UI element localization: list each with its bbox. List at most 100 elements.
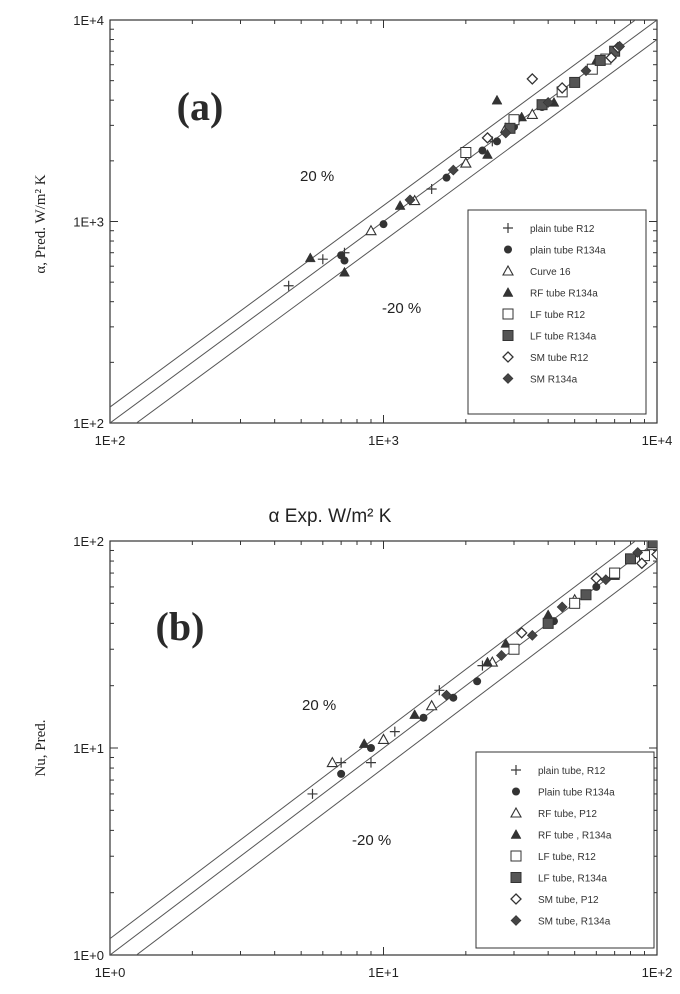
data-points [307, 541, 657, 799]
x-tick-label: 1E+1 [368, 965, 399, 980]
data-point [377, 733, 390, 744]
legend-entry: LF tube, R12 [538, 852, 596, 863]
legend-box [475, 751, 655, 949]
legend-marker [504, 245, 512, 254]
y-tick-label: 1E+3 [73, 215, 104, 230]
data-point [394, 200, 406, 210]
reference-label-minus-20: -20 % [352, 832, 391, 849]
data-point [482, 148, 493, 159]
data-point [482, 656, 493, 667]
legend-entry: SM tube, P12 [538, 895, 599, 906]
x-tick-label: 1E+4 [642, 433, 673, 448]
data-point [358, 738, 370, 748]
reference-label-plus-20: 20 % [300, 168, 334, 185]
data-point [307, 788, 318, 799]
reference-label-minus-20: -20 % [382, 300, 421, 317]
legend-entry: Curve 16 [530, 267, 571, 278]
data-point [365, 224, 377, 236]
data-point [336, 757, 347, 768]
data-point [500, 637, 512, 648]
reference-lines [110, 541, 657, 955]
legend-entry: plain tube R12 [530, 224, 595, 235]
data-point [404, 194, 416, 206]
data-point [459, 156, 472, 168]
data-point [526, 73, 539, 85]
data-point [556, 82, 569, 94]
legend-marker [512, 787, 520, 796]
series-7 [404, 40, 626, 206]
chart-panel-a: 1E+2 1E+3 1E+4 1E+2 1E+3 1E+4 20 % -20 % (a) α, P… [33, 13, 673, 527]
y-tick-label: 1E+0 [73, 948, 104, 963]
series-3 [358, 570, 621, 748]
x-tick-label: 1E+2 [95, 433, 126, 448]
legend-marker [502, 330, 514, 341]
legend-marker [510, 828, 522, 839]
legend-entry: Plain tube R134a [538, 788, 615, 799]
x-tick-label: 1E+2 [642, 965, 673, 980]
legend: plain tube, R12 Plain tube R134a RF tube, … [475, 751, 655, 949]
legend-entry: RF tube , R134a [538, 831, 612, 842]
legend-entry: plain tube R134a [530, 246, 606, 257]
panel-label: (a) [177, 84, 224, 129]
data-point [317, 254, 328, 265]
legend-entry: RF tube R134a [530, 289, 598, 300]
data-point [508, 643, 520, 655]
data-point [492, 137, 501, 146]
legend-marker [510, 915, 522, 926]
legend-entry: LF tube R12 [530, 310, 585, 321]
data-point [542, 609, 554, 620]
axis-ticks [109, 540, 658, 956]
data-point [460, 147, 472, 159]
series-6 [515, 548, 657, 639]
legend-entry: SM tube R12 [530, 353, 589, 364]
data-point [651, 548, 657, 561]
data-point [426, 183, 437, 194]
data-point [609, 567, 621, 579]
data-point [447, 164, 459, 176]
legend-entry: plain tube, R12 [538, 766, 606, 777]
legend-marker [502, 373, 514, 384]
y-tick-label: 1E+2 [73, 416, 104, 431]
legend-entry: RF tube, P12 [538, 809, 597, 820]
data-point [556, 601, 568, 613]
data-point [389, 726, 400, 737]
series-2 [365, 108, 539, 236]
data-point [580, 589, 592, 601]
x-tick-label: 1E+0 [95, 965, 126, 980]
data-point [635, 557, 648, 570]
axis-ticks [109, 19, 658, 424]
series-0 [307, 650, 507, 799]
data-point [600, 574, 612, 586]
data-point [481, 131, 494, 144]
reference-label-plus-20: 20 % [302, 697, 336, 714]
data-point [409, 709, 421, 719]
panel-label: (b) [156, 604, 205, 649]
data-point [526, 108, 539, 119]
y-axis-label: α, Pred. W/m² K [33, 174, 49, 273]
data-point [647, 541, 657, 549]
data-point [526, 629, 538, 641]
data-point [500, 127, 512, 139]
data-point [340, 256, 349, 265]
data-point [594, 54, 606, 66]
data-point [425, 699, 438, 711]
legend-entry: LF tube R134a [530, 332, 597, 343]
data-point [542, 617, 554, 629]
y-tick-label: 1E+1 [73, 741, 104, 756]
data-point [580, 65, 592, 77]
data-point [569, 597, 581, 609]
data-point [419, 713, 428, 722]
data-point [339, 266, 350, 277]
data-point [441, 689, 452, 701]
reference-line [110, 541, 657, 955]
y-tick-label: 1E+4 [73, 13, 104, 28]
y-axis-label: Nu, Pred. [33, 719, 49, 776]
legend-marker [511, 765, 521, 775]
data-point [491, 94, 503, 105]
legend-marker [510, 893, 522, 905]
data-point [592, 582, 601, 591]
data-point [337, 769, 346, 778]
data-point [496, 650, 507, 661]
legend-marker [502, 351, 514, 363]
